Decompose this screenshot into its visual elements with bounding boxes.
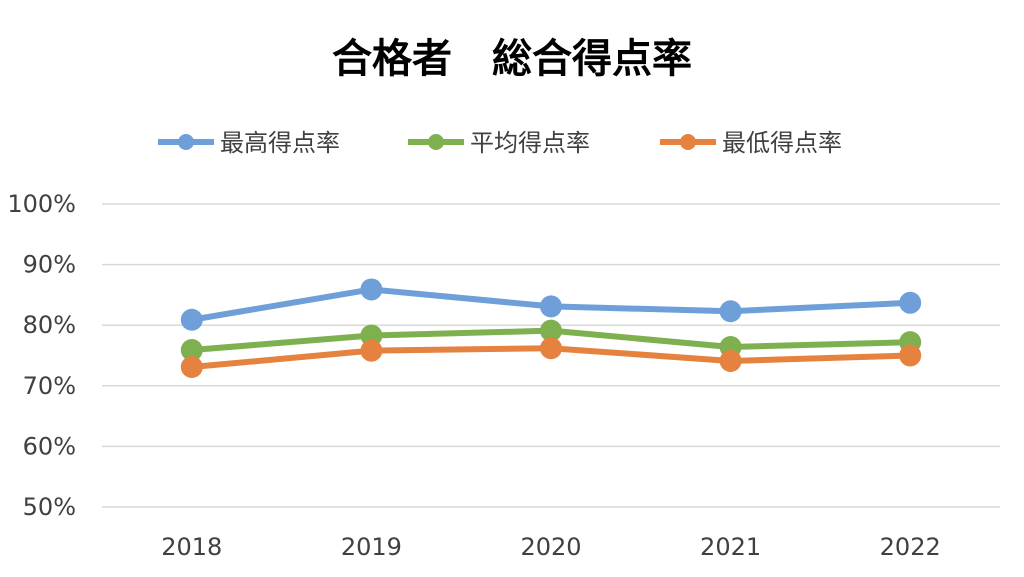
data-point	[540, 337, 562, 360]
data-point	[180, 356, 203, 379]
series-group	[180, 278, 922, 379]
data-point	[899, 344, 922, 367]
legend-item: 最高得点率	[158, 129, 340, 157]
data-point	[899, 291, 922, 314]
y-tick-label: 100%	[7, 190, 76, 218]
x-tick-label: 2021	[700, 533, 761, 561]
legend-swatch-marker	[680, 134, 696, 150]
chart-title: 合格者 総合得点率	[332, 36, 692, 82]
y-tick-label: 50%	[23, 493, 76, 521]
legend-label: 平均得点率	[470, 129, 590, 157]
legend-swatch-marker	[428, 134, 444, 150]
legend-label: 最低得点率	[722, 129, 842, 157]
data-point	[360, 339, 383, 362]
x-axis: 2018 2019 2020 2021 2022	[161, 533, 940, 561]
series-2	[180, 319, 922, 362]
legend-label: 最高得点率	[220, 129, 340, 157]
data-point	[719, 349, 742, 372]
x-tick-label: 2022	[880, 533, 941, 561]
x-tick-label: 2020	[520, 533, 581, 561]
y-tick-label: 90%	[23, 251, 76, 279]
x-tick-label: 2019	[341, 533, 402, 561]
x-tick-label: 2018	[161, 533, 222, 561]
series-3	[180, 337, 922, 379]
series-1	[180, 278, 922, 331]
legend-swatch-marker	[178, 134, 194, 150]
data-point	[360, 324, 383, 347]
legend-item: 最低得点率	[660, 129, 842, 157]
y-tick-label: 80%	[23, 311, 76, 339]
data-point	[360, 278, 383, 301]
y-tick-label: 70%	[23, 372, 76, 400]
legend-item: 平均得点率	[408, 129, 590, 157]
data-point	[540, 295, 562, 318]
data-point	[719, 300, 742, 323]
y-axis: 50% 60% 70% 80% 90% 100%	[7, 190, 76, 521]
data-point	[180, 339, 203, 362]
data-point	[180, 308, 203, 331]
y-tick-label: 60%	[23, 432, 76, 460]
data-point	[540, 319, 562, 342]
legend: 最高得点率 平均得点率 最低得点率	[158, 129, 842, 157]
